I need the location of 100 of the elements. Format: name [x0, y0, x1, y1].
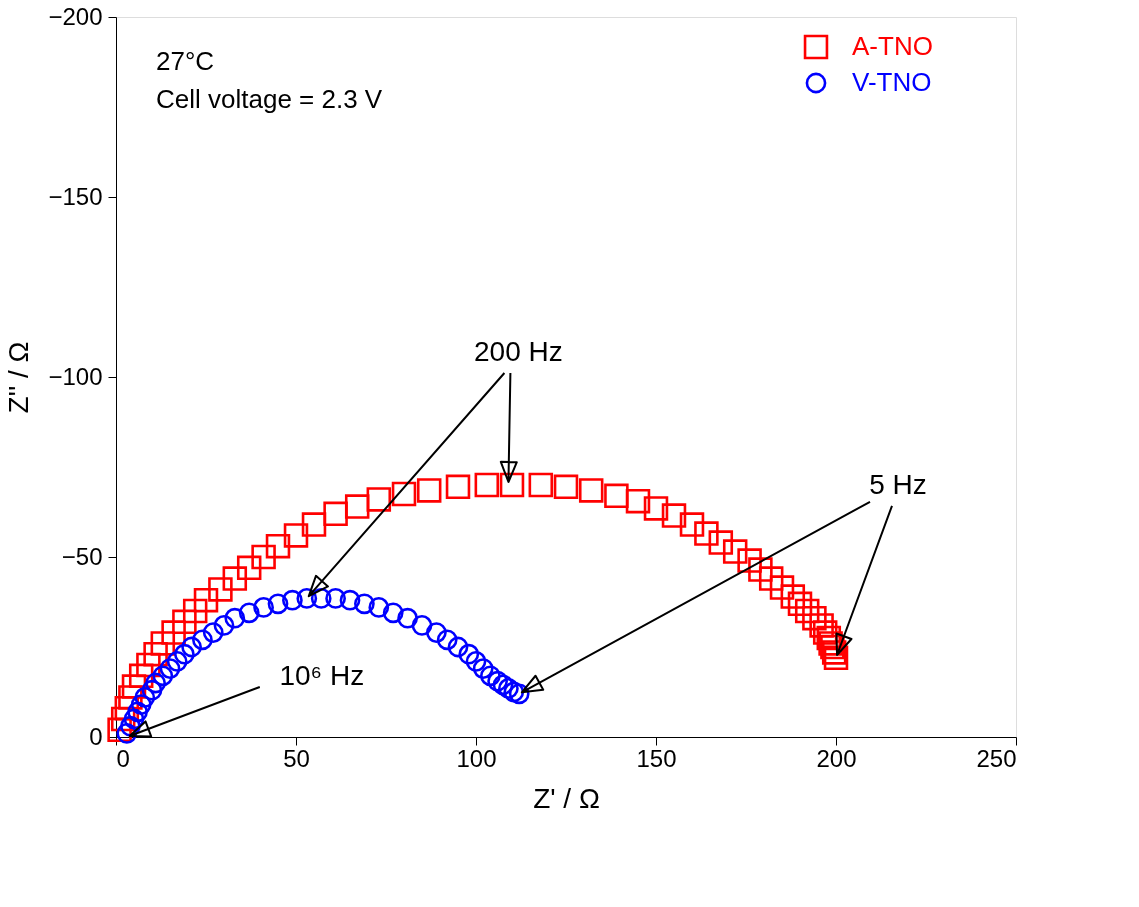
point — [150, 631, 176, 656]
point — [159, 658, 181, 679]
point — [528, 472, 554, 498]
point — [323, 501, 348, 527]
point — [222, 566, 248, 591]
point — [492, 674, 514, 696]
point — [166, 651, 188, 672]
point — [213, 615, 235, 636]
point — [192, 629, 213, 651]
legend-label: A-TNO — [852, 31, 933, 61]
x-tick-label: 100 — [456, 744, 497, 772]
point — [722, 539, 748, 564]
point — [769, 575, 795, 600]
point — [208, 577, 233, 602]
y-tick-label: −150 — [48, 182, 103, 210]
point — [498, 678, 519, 699]
point — [397, 607, 418, 629]
point — [487, 670, 508, 692]
point — [145, 672, 166, 694]
point — [447, 636, 469, 658]
point — [553, 474, 579, 500]
point — [251, 544, 276, 570]
point — [325, 588, 346, 609]
point — [472, 658, 494, 679]
annotation: 27°C — [156, 46, 215, 76]
point — [748, 557, 773, 582]
point — [416, 478, 442, 503]
point — [282, 589, 303, 611]
point — [339, 589, 361, 611]
point — [123, 708, 145, 730]
y-axis-title: Z'' / Ω — [3, 341, 35, 414]
point — [127, 701, 148, 723]
point — [578, 478, 604, 503]
point — [143, 641, 168, 667]
annotation: 200 Hz — [474, 336, 563, 367]
point — [265, 533, 291, 559]
point — [202, 622, 224, 643]
point — [174, 643, 195, 665]
annotation: 10⁶ Hz — [279, 660, 365, 691]
point — [661, 503, 687, 528]
point — [238, 602, 260, 624]
point — [643, 496, 669, 521]
legend-label: V-TNO — [852, 67, 932, 97]
point — [465, 651, 487, 672]
point — [737, 548, 762, 573]
point — [787, 591, 813, 617]
point — [236, 555, 262, 581]
point — [296, 588, 318, 609]
x-tick-label: 50 — [283, 744, 310, 772]
point — [130, 694, 152, 715]
point — [794, 598, 820, 624]
point — [780, 584, 806, 609]
annotation: Cell voltage = 2.3 V — [156, 84, 383, 114]
point — [368, 597, 390, 618]
y-tick-label: −50 — [61, 542, 103, 570]
point — [344, 494, 370, 519]
y-tick-label: 0 — [89, 722, 103, 750]
point — [224, 607, 246, 629]
point — [499, 472, 525, 498]
point — [267, 593, 289, 615]
point — [758, 566, 784, 591]
y-tick-label: −200 — [48, 2, 103, 30]
point — [802, 605, 827, 631]
point — [480, 665, 501, 687]
point — [181, 636, 202, 658]
x-axis-title: Z' / Ω — [533, 782, 600, 814]
annotation: 5 Hz — [869, 468, 927, 500]
point — [161, 620, 186, 645]
x-tick-label: 250 — [976, 744, 1017, 772]
point — [391, 481, 417, 507]
point — [141, 679, 163, 701]
point — [283, 523, 309, 548]
point — [474, 472, 500, 498]
point — [604, 483, 629, 509]
point — [508, 683, 530, 705]
point — [354, 593, 375, 615]
point — [366, 487, 392, 512]
x-tick-label: 200 — [816, 744, 857, 772]
point — [436, 629, 458, 651]
x-tick-label: 0 — [116, 744, 130, 772]
point — [182, 598, 208, 624]
point — [503, 681, 525, 703]
point — [382, 602, 404, 624]
point — [426, 622, 447, 643]
point — [694, 521, 719, 546]
y-tick-label: −100 — [48, 362, 103, 390]
point — [253, 597, 274, 618]
point — [679, 512, 705, 537]
point — [152, 665, 174, 687]
point — [458, 643, 480, 665]
point — [445, 474, 471, 500]
point — [172, 609, 197, 635]
point — [301, 512, 327, 537]
point — [193, 587, 219, 613]
x-tick-label: 150 — [636, 744, 677, 772]
point — [411, 615, 433, 636]
point — [708, 530, 734, 555]
point — [625, 488, 651, 514]
point — [134, 687, 156, 708]
point — [823, 645, 849, 671]
